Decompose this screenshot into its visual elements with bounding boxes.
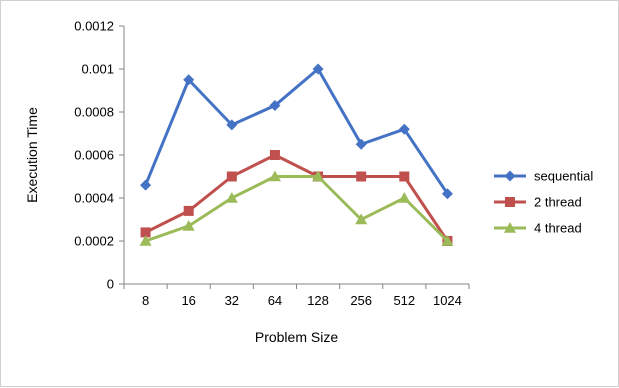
series-sequential (140, 63, 453, 200)
y-tick-label: 0.0002 (74, 234, 114, 249)
data-point (312, 63, 324, 75)
x-tick-label: 512 (393, 293, 415, 308)
data-point (182, 219, 195, 231)
legend-label: 4 thread (534, 221, 582, 236)
y-tick-label: 0 (107, 277, 114, 292)
y-tick-label: 0.0008 (74, 105, 114, 120)
y-axis-title: Execution Time (24, 107, 40, 203)
series-line (145, 175, 449, 243)
y-tick-label: 0.0004 (74, 191, 114, 206)
x-tick-label: 8 (142, 293, 149, 308)
legend-item: 2 thread (494, 195, 582, 210)
legend-swatch-marker (504, 170, 516, 182)
x-tick-label: 128 (307, 293, 329, 308)
data-point (399, 171, 410, 182)
data-point (269, 150, 280, 160)
y-tick-label: 0.0012 (74, 19, 114, 34)
x-tick-label: 16 (181, 293, 195, 308)
data-point (355, 138, 367, 150)
data-point (140, 227, 151, 238)
series-line (144, 153, 449, 242)
axes (119, 25, 470, 289)
series-layer (139, 63, 454, 246)
data-point (398, 192, 411, 203)
data-point (139, 235, 152, 246)
data-point (140, 179, 152, 191)
legend-swatch-marker (504, 222, 516, 233)
y-tick-label: 0.001 (81, 62, 114, 77)
legend-swatch-marker (505, 197, 515, 207)
data-point (355, 213, 368, 225)
x-tick-label: 1024 (433, 293, 462, 308)
x-tick-label: 256 (350, 293, 372, 308)
data-point (398, 123, 410, 135)
y-tick-label: 0.0006 (74, 148, 114, 163)
legend: sequential 2 thread 4 thread (494, 169, 593, 236)
series-line (144, 67, 449, 195)
legend-item: sequential (494, 169, 593, 184)
data-point (226, 171, 237, 182)
x-tick-label: 64 (268, 293, 282, 308)
data-point (226, 119, 238, 131)
data-point (441, 188, 453, 200)
data-point (183, 205, 194, 216)
x-tick-labels: 8 16 32 64 128 256 512 1024 (142, 293, 462, 308)
x-tick-label: 32 (225, 293, 239, 308)
data-point (441, 235, 454, 246)
data-point (225, 192, 238, 203)
data-point (183, 74, 195, 86)
data-point (312, 170, 325, 182)
legend-label: 2 thread (534, 195, 582, 210)
series-4-thread (139, 170, 454, 246)
y-tick-labels: 0 0.0002 0.0004 0.0006 0.0008 0.001 0.0012 (74, 19, 114, 292)
data-point (269, 100, 281, 112)
legend-item: 4 thread (494, 221, 582, 236)
data-point (356, 171, 367, 182)
x-axis-title: Problem Size (255, 329, 338, 345)
data-point (268, 170, 281, 182)
legend-label: sequential (534, 169, 593, 184)
